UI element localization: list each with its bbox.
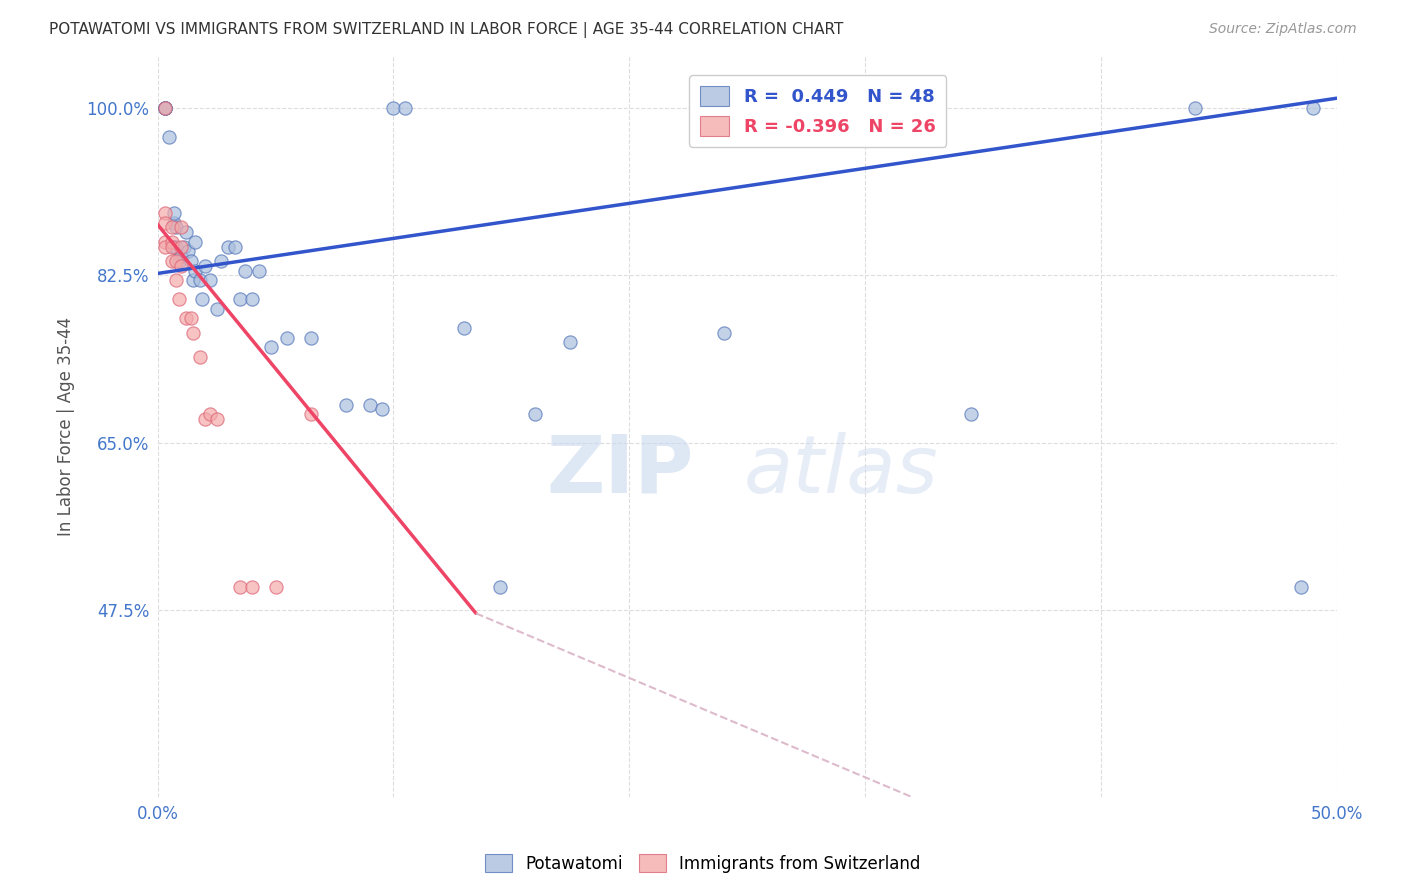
Point	[224, 239, 246, 253]
Point	[174, 225, 197, 239]
Point	[163, 239, 186, 253]
Point	[153, 101, 176, 115]
Point	[153, 239, 176, 253]
Point	[247, 263, 270, 277]
Point	[205, 412, 228, 426]
Point	[1302, 101, 1324, 115]
Point	[453, 321, 475, 335]
Y-axis label: In Labor Force | Age 35-44: In Labor Force | Age 35-44	[58, 317, 75, 536]
Point	[188, 350, 211, 364]
Point	[163, 216, 186, 230]
Point	[170, 220, 193, 235]
Point	[157, 129, 180, 144]
Point	[240, 580, 263, 594]
Point	[153, 101, 176, 115]
Point	[170, 259, 193, 273]
Text: atlas: atlas	[744, 432, 939, 509]
Point	[160, 239, 183, 253]
Point	[153, 101, 176, 115]
Point	[713, 326, 735, 340]
Point	[960, 407, 983, 421]
Point	[166, 273, 188, 287]
Point	[170, 239, 193, 253]
Point	[173, 239, 195, 253]
Point	[163, 206, 186, 220]
Point	[523, 407, 546, 421]
Point	[153, 206, 176, 220]
Point	[359, 398, 381, 412]
Point	[166, 254, 188, 268]
Point	[299, 330, 322, 344]
Point	[167, 254, 190, 268]
Point	[1291, 580, 1313, 594]
Point	[229, 580, 252, 594]
Point	[299, 407, 322, 421]
Point	[170, 249, 193, 263]
Point	[194, 412, 217, 426]
Point	[160, 235, 183, 249]
Point	[370, 402, 392, 417]
Point	[276, 330, 298, 344]
Point	[166, 220, 188, 235]
Point	[153, 235, 176, 249]
Point	[229, 293, 252, 307]
Point	[177, 244, 200, 259]
Point	[180, 254, 202, 268]
Point	[191, 293, 214, 307]
Point	[205, 301, 228, 316]
Point	[188, 273, 211, 287]
Point	[382, 101, 405, 115]
Text: ZIP: ZIP	[547, 432, 695, 509]
Point	[198, 273, 221, 287]
Point	[260, 340, 283, 354]
Point	[233, 263, 256, 277]
Point	[240, 293, 263, 307]
Point	[394, 101, 416, 115]
Legend: Potawatomi, Immigrants from Switzerland: Potawatomi, Immigrants from Switzerland	[478, 847, 928, 880]
Text: Source: ZipAtlas.com: Source: ZipAtlas.com	[1209, 22, 1357, 37]
Point	[167, 293, 190, 307]
Point	[174, 311, 197, 326]
Point	[184, 235, 207, 249]
Point	[153, 101, 176, 115]
Point	[181, 273, 204, 287]
Point	[335, 398, 357, 412]
Point	[160, 254, 183, 268]
Legend: R =  0.449   N = 48, R = -0.396   N = 26: R = 0.449 N = 48, R = -0.396 N = 26	[689, 75, 946, 146]
Point	[1184, 101, 1206, 115]
Point	[153, 216, 176, 230]
Point	[209, 254, 232, 268]
Point	[160, 220, 183, 235]
Point	[264, 580, 287, 594]
Text: POTAWATOMI VS IMMIGRANTS FROM SWITZERLAND IN LABOR FORCE | AGE 35-44 CORRELATION: POTAWATOMI VS IMMIGRANTS FROM SWITZERLAN…	[49, 22, 844, 38]
Point	[198, 407, 221, 421]
Point	[184, 263, 207, 277]
Point	[181, 326, 204, 340]
Point	[194, 259, 217, 273]
Point	[166, 239, 188, 253]
Point	[180, 311, 202, 326]
Point	[488, 580, 510, 594]
Point	[217, 239, 239, 253]
Point	[560, 335, 582, 350]
Point	[153, 101, 176, 115]
